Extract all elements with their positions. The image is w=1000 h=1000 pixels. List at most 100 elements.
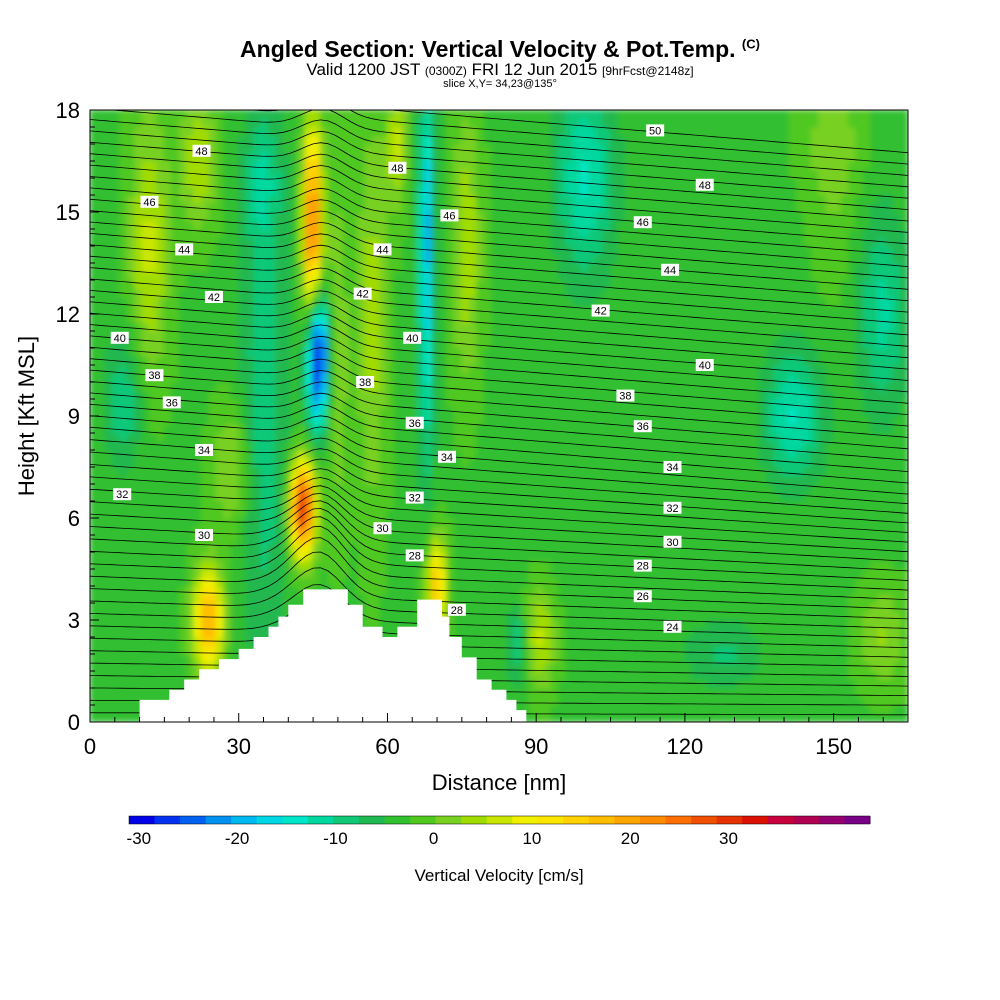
contour-label: 44 xyxy=(175,243,194,256)
contour-label: 48 xyxy=(192,144,211,158)
contour-label: 36 xyxy=(162,396,181,409)
isentrope-line xyxy=(90,210,908,279)
colorbar-swatch xyxy=(333,816,360,824)
isentrope-line xyxy=(90,198,908,267)
colorbar-swatch xyxy=(256,816,283,824)
x-tick-label: 90 xyxy=(524,734,548,759)
colorbar-swatch xyxy=(231,816,258,824)
isentrope-line xyxy=(90,426,908,495)
isentrope-line xyxy=(90,221,908,290)
isentrope-line xyxy=(90,290,908,359)
y-tick-label: 6 xyxy=(68,506,80,531)
colorbar-swatch xyxy=(205,816,232,824)
colorbar-tick-label: 10 xyxy=(522,829,541,848)
contour-label: 46 xyxy=(440,209,459,222)
isentrope-line xyxy=(90,153,908,222)
contour-label: 42 xyxy=(353,287,372,301)
isentrope-line xyxy=(90,635,908,668)
colorbar-swatch xyxy=(358,816,386,824)
contour-label: 34 xyxy=(195,444,214,457)
colorbar-swatch xyxy=(614,816,641,824)
contour-label: 38 xyxy=(356,376,375,389)
y-axis: 0 3 6 9 12 15 18 xyxy=(56,98,99,735)
colorbar-swatch xyxy=(716,816,743,824)
colorbar-swatch xyxy=(307,816,334,824)
y-tick-label: 3 xyxy=(68,608,80,633)
contour-label: 32 xyxy=(405,491,424,505)
isentrope-line xyxy=(90,468,908,533)
isentrope-line xyxy=(90,516,908,591)
isentrope-line xyxy=(90,324,908,393)
slice-label: slice X,Y= 34,23@135° xyxy=(443,78,557,90)
contour-label: 46 xyxy=(633,216,652,229)
contour-label: 48 xyxy=(695,178,714,192)
colorbar-tick-label: -10 xyxy=(323,829,348,848)
velocity-field xyxy=(90,110,908,722)
isentrope-line xyxy=(90,477,908,543)
isentrope-line xyxy=(90,119,908,188)
colorbar-swatch xyxy=(563,816,590,824)
contour-label: 24 xyxy=(663,620,682,634)
colorbar-tick-label: -20 xyxy=(225,829,250,848)
contour-label: 40 xyxy=(110,331,129,345)
x-tick-label: 60 xyxy=(375,734,399,759)
isentrope-line xyxy=(90,255,908,324)
x-tick-label: 30 xyxy=(226,734,250,759)
contour-label: 40 xyxy=(403,331,422,345)
isentrope-line xyxy=(90,500,908,572)
colorbar-swatch xyxy=(282,816,309,824)
x-tick-label: 150 xyxy=(815,734,852,759)
colorbar-swatch xyxy=(461,816,488,824)
contour-label: 30 xyxy=(663,535,682,549)
contour-label: 46 xyxy=(140,195,159,209)
colorbar-swatch xyxy=(180,816,207,824)
isentrope-line xyxy=(90,278,908,347)
chart-subtitle: Valid 1200 JST (0300Z) FRI 12 Jun 2015 [… xyxy=(306,60,694,79)
colorbar-label: Vertical Velocity [cm/s] xyxy=(414,866,583,885)
isentrope-line xyxy=(90,437,908,505)
colorbar-swatch xyxy=(793,816,820,824)
isentrope-line xyxy=(90,601,908,649)
contour-label: 34 xyxy=(437,450,456,464)
colorbar-swatch xyxy=(767,816,794,824)
x-axis-label: Distance [nm] xyxy=(432,770,567,795)
contour-label: 36 xyxy=(405,416,424,430)
isentrope-line xyxy=(90,358,908,427)
x-tick-label: 0 xyxy=(84,734,96,759)
isentrope-line xyxy=(90,537,908,610)
isentrope-line xyxy=(90,492,908,562)
contour-label: 44 xyxy=(661,263,680,277)
isentrope-line xyxy=(90,164,908,233)
isentrope-line xyxy=(90,369,908,438)
isentrope-line xyxy=(90,415,908,484)
y-tick-label: 9 xyxy=(68,404,80,429)
colorbar-swatch xyxy=(384,816,411,824)
colorbar-tick-label: -30 xyxy=(127,829,152,848)
contour-label: 36 xyxy=(633,420,652,433)
isentrope-line xyxy=(90,525,908,601)
isentrope-line xyxy=(386,110,908,154)
colorbar-swatch xyxy=(435,816,462,824)
contour-label: 30 xyxy=(373,522,392,535)
isentrope-line xyxy=(90,244,908,313)
isentrope-line xyxy=(90,507,908,581)
isentrope-line xyxy=(90,567,908,629)
contour-label: 38 xyxy=(145,369,164,382)
colorbar-swatch xyxy=(691,816,718,824)
terrain xyxy=(90,589,527,722)
colorbar-swatch xyxy=(537,816,564,824)
isentrope-line xyxy=(90,335,908,404)
colorbar-swatch xyxy=(844,816,871,824)
contour-label: 42 xyxy=(591,304,610,318)
isentrope-line xyxy=(90,176,908,245)
y-tick-label: 18 xyxy=(56,98,80,123)
contour-label: 28 xyxy=(405,549,424,562)
colorbar-swatch xyxy=(665,816,692,824)
contour-label: 50 xyxy=(646,124,665,137)
y-axis-label: Height [Kft MSL] xyxy=(14,336,39,496)
contour-label: 32 xyxy=(113,488,132,501)
x-tick-label: 120 xyxy=(667,734,704,759)
y-tick-label: 0 xyxy=(68,710,80,735)
contour-label: 34 xyxy=(663,461,682,474)
colorbar-swatch xyxy=(486,816,513,824)
